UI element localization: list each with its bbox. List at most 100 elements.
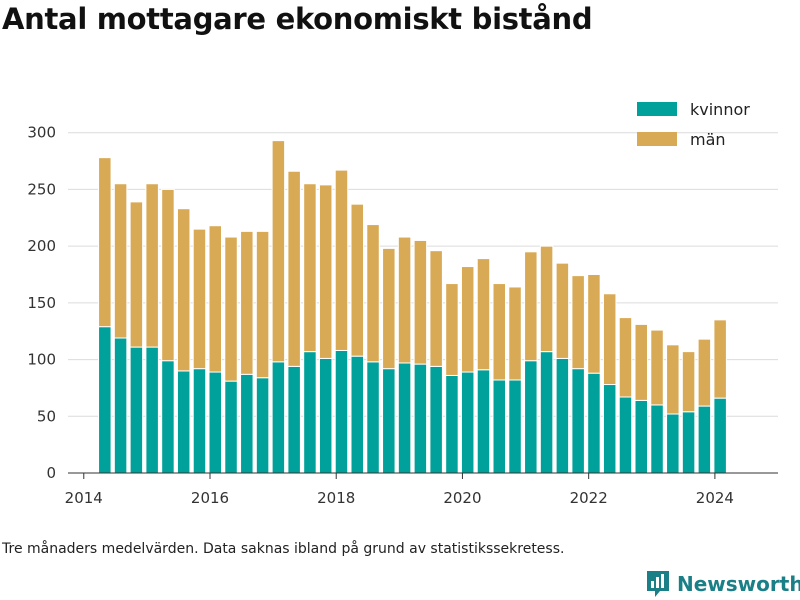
- bar-man-segment: [366, 224, 380, 363]
- x-tick-label: 2022: [570, 489, 608, 507]
- bar-man-segment: [161, 188, 175, 362]
- bar-kvinnor-segment: [113, 337, 128, 474]
- bar-man-segment: [508, 286, 522, 381]
- bar-man-segment: [681, 351, 696, 413]
- bar-man-segment: [145, 183, 159, 348]
- bar-kvinnor-segment: [145, 346, 159, 474]
- y-tick-label: 0: [46, 464, 56, 482]
- brand-logo: Newsworthy: [645, 569, 800, 599]
- bar-man-segment: [650, 329, 664, 406]
- bar-man-segment: [666, 344, 680, 415]
- legend-swatch: [637, 132, 677, 146]
- y-tick-label: 300: [27, 124, 56, 142]
- bar-kvinnor-segment: [413, 363, 428, 474]
- bar-kvinnor-segment: [587, 372, 601, 474]
- bar-kvinnor-segment: [618, 396, 633, 474]
- bar-man-segment: [382, 247, 396, 370]
- bar-kvinnor-segment: [445, 374, 459, 474]
- bar-man-segment: [618, 317, 633, 398]
- bar-kvinnor-segment: [208, 371, 223, 474]
- bar-kvinnor-segment: [255, 377, 270, 474]
- bar-man-segment: [113, 183, 128, 339]
- bar-man-segment: [255, 230, 270, 379]
- bar-kvinnor-segment: [666, 413, 680, 474]
- bar-man-segment: [571, 275, 585, 370]
- bar-kvinnor-segment: [508, 379, 522, 474]
- bar-man-segment: [429, 250, 443, 367]
- bar-kvinnor-segment: [602, 384, 617, 474]
- legend-label: kvinnor: [690, 100, 750, 119]
- bar-kvinnor-segment: [161, 360, 175, 474]
- bar-man-segment: [397, 236, 412, 364]
- bar-man-segment: [208, 225, 223, 373]
- legend-swatch: [637, 102, 677, 116]
- bar-man-segment: [192, 228, 207, 370]
- bar-kvinnor-segment: [650, 404, 664, 474]
- bar-kvinnor-segment: [429, 365, 443, 474]
- x-tick-label: 2020: [443, 489, 481, 507]
- bar-man-segment: [555, 262, 570, 359]
- bar-kvinnor-segment: [334, 349, 349, 474]
- bar-kvinnor-segment: [366, 361, 380, 474]
- bar-man-segment: [413, 239, 428, 365]
- bar-man-segment: [334, 169, 349, 351]
- bar-kvinnor-segment: [460, 371, 475, 474]
- bar-man-segment: [634, 323, 649, 401]
- bar-man-segment: [602, 293, 617, 386]
- y-tick-label: 200: [27, 237, 56, 255]
- bars: [98, 140, 727, 474]
- bar-man-segment: [445, 283, 459, 376]
- chart-title: Antal mottagare ekonomiskt bistånd: [2, 2, 593, 36]
- bar-kvinnor-segment: [697, 405, 712, 474]
- bar-man-segment: [539, 245, 554, 353]
- bar-kvinnor-segment: [713, 397, 727, 474]
- bar-kvinnor-segment: [492, 379, 507, 474]
- bar-man-segment: [98, 157, 112, 328]
- bar-man-segment: [176, 208, 191, 372]
- bar-kvinnor-segment: [129, 346, 144, 474]
- x-tick-label: 2016: [191, 489, 229, 507]
- bar-kvinnor-segment: [571, 368, 585, 474]
- bar-kvinnor-segment: [192, 368, 207, 474]
- bar-kvinnor-segment: [555, 357, 570, 474]
- bar-man-segment: [460, 266, 475, 373]
- bar-kvinnor-segment: [350, 355, 365, 474]
- bar-kvinnor-segment: [303, 351, 317, 474]
- bar-kvinnor-segment: [397, 362, 412, 474]
- legend-label: män: [690, 130, 726, 149]
- legend: kvinnor män: [637, 100, 750, 149]
- bar-man-segment: [271, 140, 286, 363]
- footnote: Tre månaders medelvärden. Data saknas ib…: [2, 541, 565, 557]
- bar-kvinnor-segment: [176, 370, 191, 474]
- bar-chart-logo-icon: [647, 571, 669, 597]
- bar-man-segment: [713, 319, 727, 399]
- y-tick-label: 50: [37, 407, 56, 425]
- bar-kvinnor-segment: [224, 380, 238, 474]
- bar-man-segment: [697, 338, 712, 407]
- bar-man-segment: [240, 230, 254, 375]
- bar-man-segment: [129, 201, 144, 348]
- bar-kvinnor-segment: [271, 361, 286, 474]
- x-tick-label: 2018: [317, 489, 355, 507]
- bar-man-segment: [224, 236, 238, 382]
- bar-kvinnor-segment: [681, 411, 696, 474]
- bar-kvinnor-segment: [98, 326, 112, 474]
- y-tick-label: 150: [27, 294, 56, 312]
- bar-kvinnor-segment: [539, 351, 554, 474]
- y-axis-ticks: 0 50 100 150 200 250 300: [27, 124, 56, 482]
- bar-kvinnor-segment: [634, 399, 649, 474]
- bar-kvinnor-segment: [476, 369, 491, 474]
- bar-man-segment: [318, 184, 333, 359]
- bar-man-segment: [303, 183, 317, 353]
- bar-man-segment: [287, 170, 301, 367]
- bar-man-segment: [587, 273, 601, 374]
- bar-kvinnor-segment: [524, 360, 538, 474]
- x-axis-ticks: 2014 2016 2018 2020 2022 2024: [65, 473, 734, 507]
- x-tick-label: 2024: [696, 489, 734, 507]
- bar-man-segment: [492, 283, 507, 381]
- bar-kvinnor-segment: [240, 373, 254, 474]
- x-tick-label: 2014: [65, 489, 103, 507]
- brand-name: Newsworthy: [677, 572, 800, 596]
- bar-man-segment: [524, 251, 538, 362]
